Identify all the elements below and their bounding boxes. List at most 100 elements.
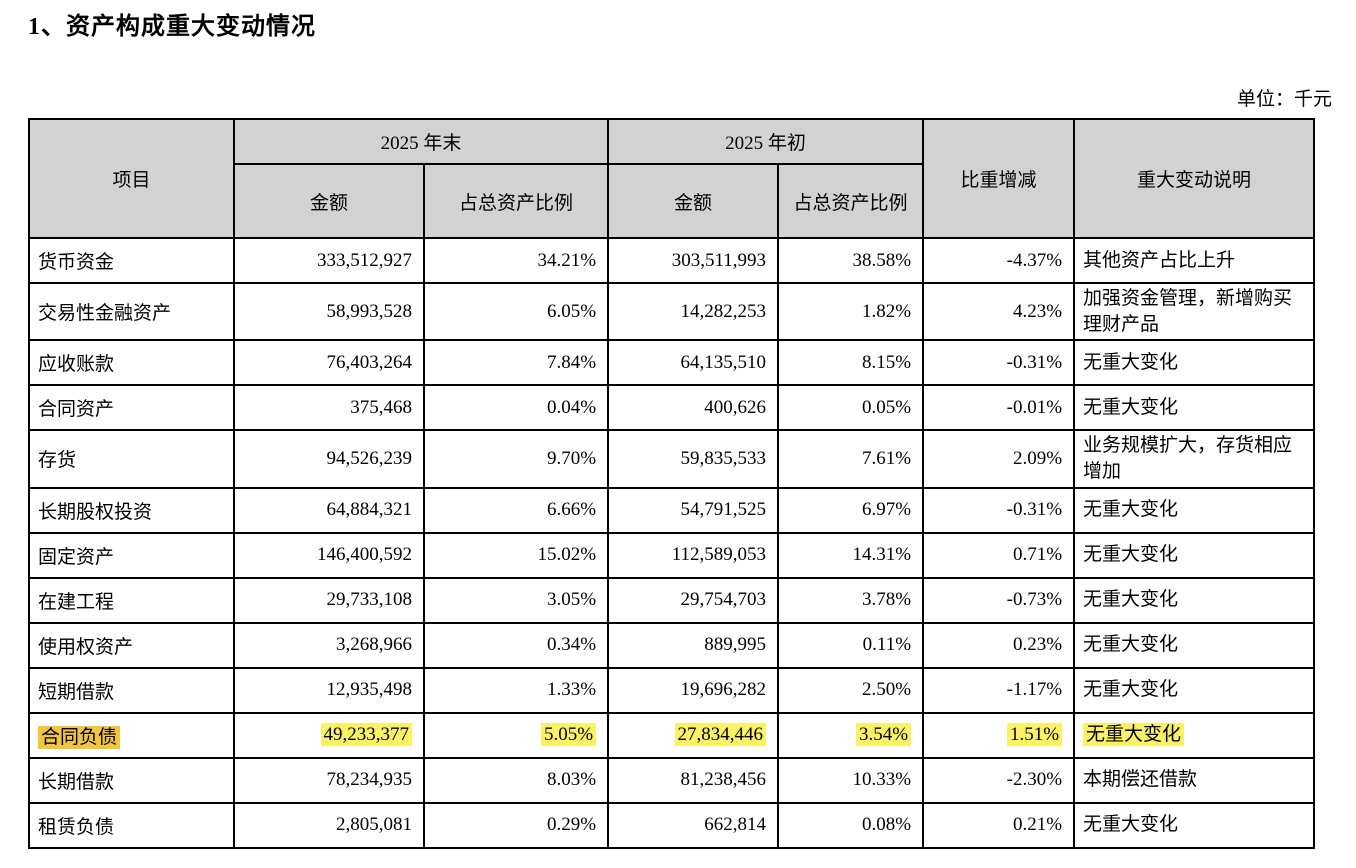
begin-amount-cell: 64,135,510 xyxy=(607,339,780,387)
end-ratio-value: 6.66% xyxy=(546,499,597,521)
table-body: 货币资金 333,512,927 34.21% 303,511,993 38.5… xyxy=(28,237,1316,849)
note-cell: 无重大变化 xyxy=(1073,486,1316,534)
begin-ratio-cell: 7.61% xyxy=(777,429,925,489)
begin-ratio-value: 2.50% xyxy=(861,679,912,701)
begin-amount-value: 81,238,456 xyxy=(680,769,767,791)
note-cell: 无重大变化 xyxy=(1073,531,1316,579)
begin-ratio-value: 0.11% xyxy=(862,634,912,656)
end-amount-value: 29,733,108 xyxy=(326,589,413,611)
item-value: 长期股权投资 xyxy=(38,501,153,523)
item-cell: 固定资产 xyxy=(28,531,235,579)
begin-ratio-value: 7.61% xyxy=(861,447,912,469)
begin-amount-value: 54,791,525 xyxy=(680,499,767,521)
end-amount-value: 78,234,935 xyxy=(326,769,413,791)
item-value: 应收账款 xyxy=(38,354,115,376)
begin-ratio-cell: 8.15% xyxy=(777,339,925,387)
begin-ratio-cell: 3.78% xyxy=(777,576,925,624)
item-cell: 应收账款 xyxy=(28,339,235,387)
unit-label: 单位：千元 xyxy=(1236,89,1332,110)
end-amount-value: 2,805,081 xyxy=(336,814,412,836)
end-amount-cell: 12,935,498 xyxy=(233,666,425,714)
end-amount-value: 58,993,528 xyxy=(326,300,413,322)
header-item: 项目 xyxy=(28,118,235,239)
begin-ratio-cell: 14.31% xyxy=(777,531,925,579)
table-row: 合同资产 375,468 0.04% 400,626 0.05% -0.01% … xyxy=(28,384,1316,432)
note-value: 无重大变化 xyxy=(1083,814,1179,836)
note-cell: 业务规模扩大，存货相应增加 xyxy=(1073,429,1316,489)
begin-ratio-value: 0.08% xyxy=(861,814,912,836)
item-value: 交易性金融资产 xyxy=(38,303,172,325)
note-cell: 无重大变化 xyxy=(1073,576,1316,624)
asset-composition-table: 项目 2025 年末 2025 年初 比重增减 重大变动说明 金额 占总资产比例… xyxy=(28,118,1316,849)
item-value: 长期借款 xyxy=(38,771,115,793)
table-row: 固定资产 146,400,592 15.02% 112,589,053 14.3… xyxy=(28,531,1316,579)
begin-ratio-cell: 38.58% xyxy=(777,237,925,284)
end-ratio-cell: 9.70% xyxy=(422,429,610,489)
change-cell: 0.21% xyxy=(922,801,1076,849)
begin-amount-cell: 14,282,253 xyxy=(607,281,780,342)
note-value: 无重大变化 xyxy=(1083,544,1179,566)
note-value: 加强资金管理，新增购买理财产品 xyxy=(1083,288,1293,335)
item-value: 货币资金 xyxy=(38,252,115,273)
change-value: -4.37% xyxy=(1006,249,1063,271)
begin-amount-cell: 59,835,533 xyxy=(607,429,780,489)
change-value: -0.01% xyxy=(1006,396,1063,418)
end-ratio-cell: 6.66% xyxy=(422,486,610,534)
end-amount-cell: 29,733,108 xyxy=(233,576,425,624)
item-cell: 使用权资产 xyxy=(28,621,235,669)
note-cell: 无重大变化 xyxy=(1073,621,1316,669)
note-value: 其他资产占比上升 xyxy=(1083,249,1236,271)
table-row: 短期借款 12,935,498 1.33% 19,696,282 2.50% -… xyxy=(28,666,1316,714)
end-ratio-cell: 15.02% xyxy=(422,531,610,579)
begin-amount-value: 112,589,053 xyxy=(671,544,767,566)
table-row: 在建工程 29,733,108 3.05% 29,754,703 3.78% -… xyxy=(28,576,1316,624)
note-value: 无重大变化 xyxy=(1083,351,1179,373)
section-title: 1、资产构成重大变动情况 xyxy=(28,14,316,40)
header-sub-row: 金额 占总资产比例 金额 占总资产比例 xyxy=(29,163,1314,239)
item-value: 租赁负债 xyxy=(38,816,115,838)
change-cell: 1.51% xyxy=(922,711,1076,759)
begin-amount-value: 29,754,703 xyxy=(680,589,767,611)
end-amount-value: 64,884,321 xyxy=(326,499,413,521)
begin-ratio-cell: 0.08% xyxy=(777,801,925,849)
begin-amount-cell: 662,814 xyxy=(607,801,780,849)
end-ratio-value: 8.03% xyxy=(546,769,597,791)
item-cell: 合同负债 xyxy=(28,711,235,759)
begin-ratio-value: 6.97% xyxy=(861,499,912,521)
end-amount-cell: 333,512,927 xyxy=(233,237,425,284)
change-value: -2.30% xyxy=(1006,769,1063,791)
end-ratio-cell: 8.03% xyxy=(422,756,610,804)
end-ratio-cell: 34.21% xyxy=(422,237,610,284)
note-cell: 无重大变化 xyxy=(1073,801,1316,849)
change-value: 0.21% xyxy=(1012,814,1063,836)
end-ratio-value: 0.29% xyxy=(546,814,597,836)
note-cell: 本期偿还借款 xyxy=(1073,756,1316,804)
item-cell: 在建工程 xyxy=(28,576,235,624)
begin-ratio-cell: 1.82% xyxy=(777,281,925,342)
note-value: 业务规模扩大，存货相应增加 xyxy=(1083,435,1293,482)
begin-ratio-value: 38.58% xyxy=(852,249,912,271)
end-ratio-cell: 1.33% xyxy=(422,666,610,714)
note-cell: 其他资产占比上升 xyxy=(1073,237,1316,284)
end-ratio-value: 9.70% xyxy=(546,447,597,469)
end-amount-value: 3,268,966 xyxy=(336,634,412,656)
end-ratio-value: 7.84% xyxy=(546,351,597,373)
header-group-row: 项目 2025 年末 2025 年初 比重增减 重大变动说明 xyxy=(28,118,1316,239)
change-value: -0.73% xyxy=(1006,589,1063,611)
item-value: 合同资产 xyxy=(38,399,115,421)
table-header: 项目 2025 年末 2025 年初 比重增减 重大变动说明 金额 占总资产比例… xyxy=(28,118,1316,239)
note-value: 本期偿还借款 xyxy=(1083,769,1198,791)
change-value: 1.51% xyxy=(1006,723,1063,747)
table-row: 使用权资产 3,268,966 0.34% 889,995 0.11% 0.23… xyxy=(28,621,1316,669)
header-ratio-end: 占总资产比例 xyxy=(422,163,610,239)
item-cell: 交易性金融资产 xyxy=(28,281,235,342)
item-value: 短期借款 xyxy=(38,681,115,703)
table-row: 长期借款 78,234,935 8.03% 81,238,456 10.33% … xyxy=(28,756,1316,804)
note-value: 无重大变化 xyxy=(1083,723,1185,747)
change-value: 4.23% xyxy=(1012,300,1063,322)
change-value: -1.17% xyxy=(1006,679,1063,701)
change-cell: -0.31% xyxy=(922,339,1076,387)
note-cell: 无重大变化 xyxy=(1073,711,1316,759)
end-amount-cell: 49,233,377 xyxy=(233,711,425,759)
end-ratio-cell: 0.04% xyxy=(422,384,610,432)
